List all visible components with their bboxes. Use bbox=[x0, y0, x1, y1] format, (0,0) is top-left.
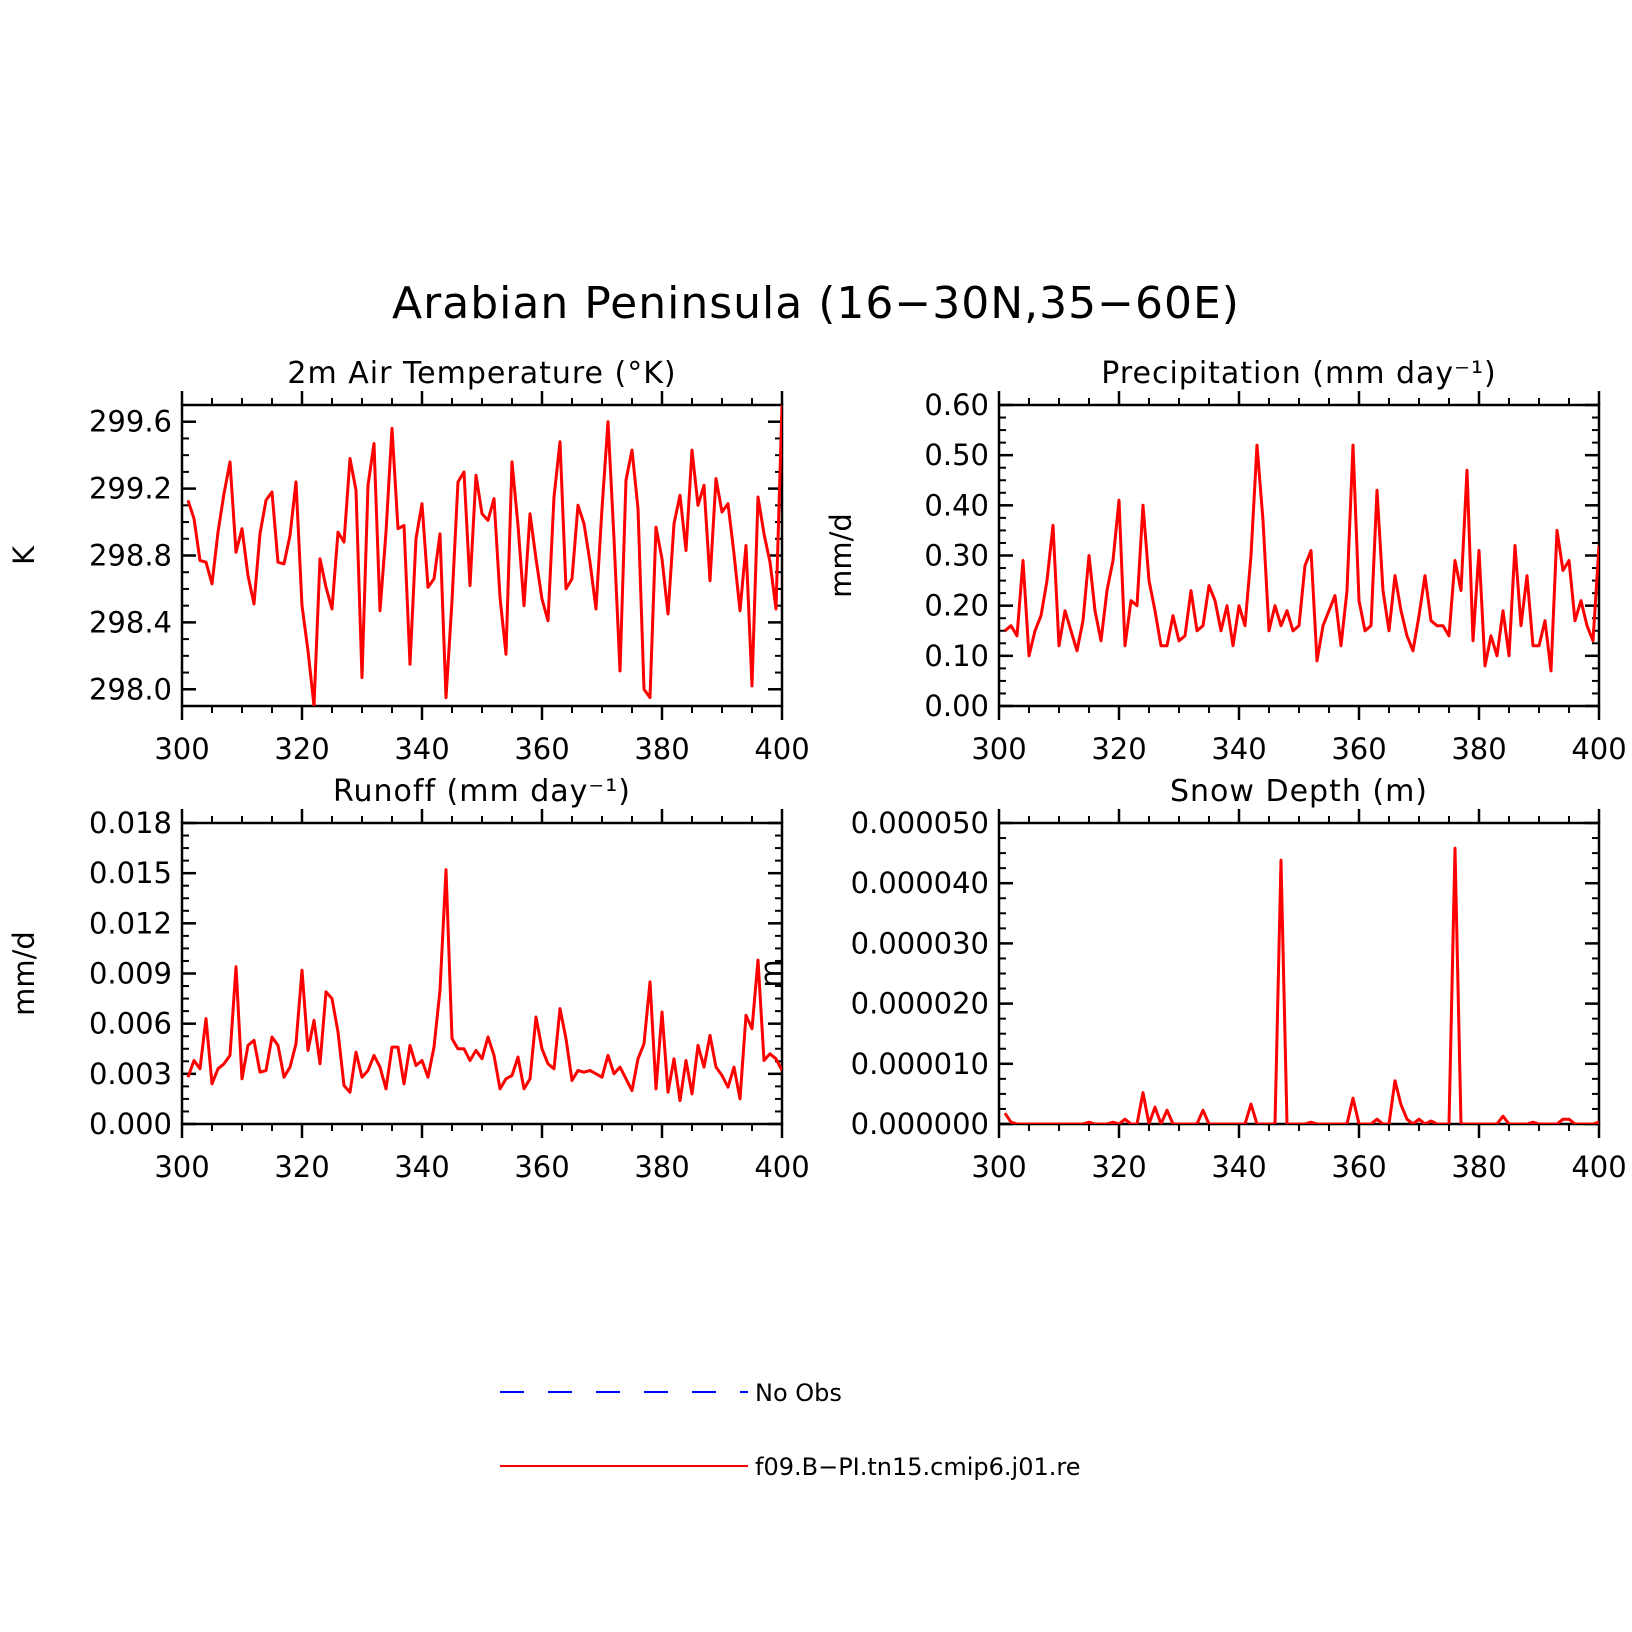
temperature-x-tick-label: 380 bbox=[634, 732, 689, 766]
temperature-y-axis-label: K bbox=[7, 545, 41, 565]
snow-depth-x-tick-label: 300 bbox=[971, 1150, 1026, 1184]
runoff-y-axis-label: mm/d bbox=[7, 931, 41, 1016]
legend-label-obs: No Obs bbox=[755, 1379, 842, 1407]
runoff-y-tick-label: 0.003 bbox=[89, 1057, 172, 1091]
temperature-x-tick-label: 340 bbox=[394, 732, 449, 766]
precipitation-x-tick-label: 340 bbox=[1211, 732, 1266, 766]
temperature-x-tick-label: 300 bbox=[154, 732, 209, 766]
snow-depth-x-tick-label: 380 bbox=[1451, 1150, 1506, 1184]
legend-label-model: f09.B−PI.tn15.cmip6.j01.re bbox=[755, 1453, 1080, 1481]
temperature-panel-title: 2m Air Temperature (°K) bbox=[287, 356, 676, 391]
runoff-y-tick-label: 0.012 bbox=[89, 906, 172, 940]
precipitation-y-tick-label: 0.60 bbox=[924, 388, 989, 422]
snow-depth-y-tick-label: 0.000020 bbox=[851, 987, 989, 1021]
runoff-series-line bbox=[186, 868, 782, 1103]
snow-depth-x-tick-label: 360 bbox=[1331, 1150, 1386, 1184]
temperature-y-tick-label: 299.6 bbox=[89, 405, 172, 439]
snow-depth-x-tick-label: 320 bbox=[1091, 1150, 1146, 1184]
snow-depth-panel: Snow Depth (m) m 0.000000 0.000010 0.00002… bbox=[754, 774, 1627, 1184]
runoff-panel: Runoff (mm day⁻¹) mm/d 0.000 0.003 0.006 0.… bbox=[7, 774, 810, 1184]
precipitation-x-tick-label: 300 bbox=[971, 732, 1026, 766]
snow-depth-y-tick-label: 0.000040 bbox=[851, 866, 989, 900]
precipitation-y-tick-label: 0.40 bbox=[924, 488, 989, 522]
precipitation-y-tick-label: 0.10 bbox=[924, 639, 989, 673]
runoff-y-tick-label: 0.000 bbox=[89, 1107, 172, 1141]
temperature-x-tick-label: 360 bbox=[514, 732, 569, 766]
precipitation-x-tick-label: 380 bbox=[1451, 732, 1506, 766]
runoff-y-tick-label: 0.006 bbox=[89, 1007, 172, 1041]
precipitation-series-line bbox=[1004, 443, 1599, 673]
precipitation-y-tick-label: 0.50 bbox=[924, 438, 989, 472]
runoff-plot-frame bbox=[180, 821, 784, 1126]
precipitation-x-tick-label: 400 bbox=[1571, 732, 1626, 766]
temperature-y-tick-label: 298.4 bbox=[89, 605, 172, 639]
temperature-y-tick-label: 298.0 bbox=[89, 672, 172, 706]
legend: No Obs f09.B−PI.tn15.cmip6.j01.re bbox=[500, 1379, 1080, 1481]
snow-depth-y-tick-label: 0.000050 bbox=[851, 806, 989, 840]
runoff-x-tick-label: 320 bbox=[274, 1150, 329, 1184]
snow-depth-x-tick-label: 400 bbox=[1571, 1150, 1626, 1184]
precipitation-x-tick-label: 320 bbox=[1091, 732, 1146, 766]
snow-depth-y-tick-label: 0.000030 bbox=[851, 926, 989, 960]
precipitation-y-tick-label: 0.30 bbox=[924, 539, 989, 573]
snow-depth-y-tick-label: 0.000000 bbox=[851, 1107, 989, 1141]
figure-title: Arabian Peninsula (16−30N,35−60E) bbox=[392, 278, 1240, 329]
snow-depth-y-tick-label: 0.000010 bbox=[851, 1047, 989, 1081]
precipitation-y-tick-label: 0.20 bbox=[924, 589, 989, 623]
temperature-y-tick-label: 298.8 bbox=[89, 539, 172, 573]
temperature-panel: 2m Air Temperature (°K) K 298.0 298.4 298.… bbox=[7, 356, 810, 766]
runoff-y-tick-label: 0.009 bbox=[89, 957, 172, 991]
runoff-x-tick-label: 380 bbox=[634, 1150, 689, 1184]
runoff-x-tick-label: 340 bbox=[394, 1150, 449, 1184]
snow-depth-plot-frame bbox=[997, 821, 1601, 1126]
runoff-x-tick-label: 400 bbox=[754, 1150, 809, 1184]
precipitation-y-axis-label: mm/d bbox=[824, 513, 858, 598]
snow-depth-series-line bbox=[1003, 846, 1599, 1124]
temperature-x-tick-label: 400 bbox=[754, 732, 809, 766]
temperature-x-tick-label: 320 bbox=[274, 732, 329, 766]
temperature-series-line bbox=[186, 405, 782, 706]
temperature-y-tick-label: 299.2 bbox=[89, 472, 172, 506]
snow-depth-y-axis-label: m bbox=[754, 959, 788, 987]
runoff-y-tick-label: 0.018 bbox=[89, 806, 172, 840]
precipitation-x-tick-label: 360 bbox=[1331, 732, 1386, 766]
snow-depth-x-tick-label: 340 bbox=[1211, 1150, 1266, 1184]
runoff-x-tick-label: 360 bbox=[514, 1150, 569, 1184]
runoff-y-tick-label: 0.015 bbox=[89, 856, 172, 890]
runoff-panel-title: Runoff (mm day⁻¹) bbox=[333, 774, 631, 809]
precipitation-panel: Precipitation (mm day⁻¹) mm/d 0.00 0.10 0.… bbox=[824, 356, 1627, 766]
precipitation-panel-title: Precipitation (mm day⁻¹) bbox=[1101, 356, 1496, 391]
snow-depth-panel-title: Snow Depth (m) bbox=[1170, 774, 1428, 809]
precipitation-y-tick-label: 0.00 bbox=[924, 689, 989, 723]
runoff-x-tick-label: 300 bbox=[154, 1150, 209, 1184]
